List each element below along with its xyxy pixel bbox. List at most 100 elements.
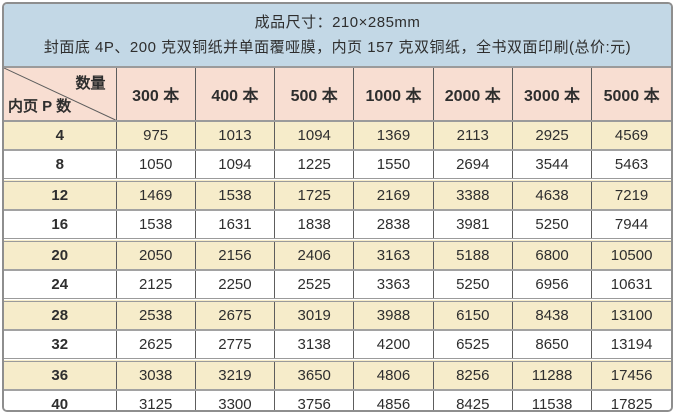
price-table: 数量 内页 P 数 300 本 400 本 500 本 1000 本 2000 本 300… <box>4 66 671 410</box>
price-cell: 2125 <box>115 269 196 300</box>
price-cell: 2838 <box>353 209 434 240</box>
table-row: 40 3125 3300 3756 4856 8425 11538 17825 <box>4 389 671 410</box>
pages-axis-label: 内页 P 数 <box>8 98 72 115</box>
price-sheet: 成品尺寸：210×285mm 封面底 4P、200 克双铜纸并单面覆哑膜，内页 … <box>2 2 673 412</box>
page-count-label: 32 <box>4 329 116 360</box>
price-cell: 13100 <box>591 298 671 330</box>
price-cell: 2406 <box>274 238 354 270</box>
price-cell: 5463 <box>591 149 671 180</box>
page-count-label: 24 <box>4 269 116 300</box>
price-cell: 3544 <box>511 149 592 180</box>
price-cell: 7219 <box>591 178 671 210</box>
price-cell: 4856 <box>353 389 434 410</box>
price-cell: 4638 <box>511 178 592 210</box>
price-cell: 8438 <box>511 298 592 330</box>
price-cell: 3125 <box>115 389 196 410</box>
spec-header: 成品尺寸：210×285mm 封面底 4P、200 克双铜纸并单面覆哑膜，内页 … <box>4 4 671 66</box>
price-cell: 1094 <box>194 149 275 180</box>
table-row: 8 1050 1094 1225 1550 2694 3544 5463 <box>4 149 671 180</box>
quantity-column-header: 5000 本 <box>591 66 671 122</box>
table-row: 32 2625 2775 3138 4200 6525 8650 13194 <box>4 329 671 360</box>
price-cell: 10500 <box>591 238 671 270</box>
table-row: 4 975 1013 1094 1369 2113 2925 4569 <box>4 120 671 150</box>
corner-cell: 数量 内页 P 数 <box>4 66 116 122</box>
price-cell: 1369 <box>353 120 434 150</box>
table-row: 12 1469 1538 1725 2169 3388 4638 7219 <box>4 178 671 210</box>
price-cell: 4569 <box>591 120 671 150</box>
price-cell: 975 <box>115 120 196 150</box>
price-cell: 17825 <box>591 389 671 410</box>
table-row: 36 3038 3219 3650 4806 8256 11288 17456 <box>4 358 671 390</box>
price-cell: 17456 <box>591 358 671 390</box>
price-cell: 1469 <box>115 178 196 210</box>
price-cell: 4200 <box>353 329 434 360</box>
price-cell: 1538 <box>194 178 275 210</box>
price-cell: 1094 <box>274 120 354 150</box>
price-cell: 2525 <box>274 269 354 300</box>
price-cell: 3019 <box>274 298 354 330</box>
price-cell: 1838 <box>274 209 354 240</box>
price-cell: 8650 <box>511 329 592 360</box>
page-count-label: 16 <box>4 209 116 240</box>
price-cell: 7944 <box>591 209 671 240</box>
price-cell: 6150 <box>432 298 513 330</box>
price-cell: 3756 <box>274 389 354 410</box>
quantity-column-header: 400 本 <box>194 66 275 122</box>
quantity-column-header: 1000 本 <box>353 66 434 122</box>
price-cell: 2538 <box>115 298 196 330</box>
paper-spec-text: 封面底 4P、200 克双铜纸并单面覆哑膜，内页 157 克双铜纸，全书双面印刷… <box>43 39 632 56</box>
price-cell: 8425 <box>432 389 513 410</box>
price-cell: 4806 <box>353 358 434 390</box>
price-cell: 2625 <box>115 329 196 360</box>
quantity-column-header: 2000 本 <box>432 66 513 122</box>
quantity-column-header: 500 本 <box>274 66 354 122</box>
price-cell: 3388 <box>432 178 513 210</box>
price-cell: 1550 <box>353 149 434 180</box>
price-cell: 2156 <box>194 238 275 270</box>
price-cell: 3650 <box>274 358 354 390</box>
price-cell: 8256 <box>432 358 513 390</box>
price-cell: 2250 <box>194 269 275 300</box>
price-cell: 3219 <box>194 358 275 390</box>
price-cell: 2675 <box>194 298 275 330</box>
quantity-column-header: 3000 本 <box>511 66 592 122</box>
price-cell: 2113 <box>432 120 513 150</box>
page-count-label: 36 <box>4 358 116 390</box>
page-count-label: 8 <box>4 149 116 180</box>
price-cell: 1538 <box>115 209 196 240</box>
price-cell: 3981 <box>432 209 513 240</box>
page-count-label: 12 <box>4 178 116 210</box>
price-cell: 2050 <box>115 238 196 270</box>
price-cell: 3363 <box>353 269 434 300</box>
table-row: 20 2050 2156 2406 3163 5188 6800 10500 <box>4 238 671 270</box>
price-cell: 13194 <box>591 329 671 360</box>
price-cell: 3300 <box>194 389 275 410</box>
page-count-label: 4 <box>4 120 116 150</box>
quantity-axis-label: 数量 <box>75 75 106 92</box>
page-count-label: 40 <box>4 389 116 410</box>
price-cell: 10631 <box>591 269 671 300</box>
page-count-label: 20 <box>4 238 116 270</box>
price-cell: 1013 <box>194 120 275 150</box>
price-cell: 11288 <box>511 358 592 390</box>
page-count-label: 28 <box>4 298 116 330</box>
price-cell: 11538 <box>511 389 592 410</box>
price-cell: 2775 <box>194 329 275 360</box>
price-cell: 3038 <box>115 358 196 390</box>
table-row: 16 1538 1631 1838 2838 3981 5250 7944 <box>4 209 671 240</box>
diagonal-divider-icon <box>4 68 116 120</box>
price-cell: 1631 <box>194 209 275 240</box>
price-table-body: 4 975 1013 1094 1369 2113 2925 4569 8 1050 1094 122… <box>4 120 671 410</box>
price-cell: 6956 <box>511 269 592 300</box>
price-cell: 1725 <box>274 178 354 210</box>
price-cell: 3988 <box>353 298 434 330</box>
price-cell: 2169 <box>353 178 434 210</box>
table-row: 28 2538 2675 3019 3988 6150 8438 13100 <box>4 298 671 330</box>
price-cell: 6800 <box>511 238 592 270</box>
price-cell: 1225 <box>274 149 354 180</box>
table-row: 24 2125 2250 2525 3363 5250 6956 10631 <box>4 269 671 300</box>
price-cell: 1050 <box>115 149 196 180</box>
column-header-row: 数量 内页 P 数 300 本 400 本 500 本 1000 本 2000 本 300… <box>4 66 671 122</box>
price-cell: 2925 <box>511 120 592 150</box>
